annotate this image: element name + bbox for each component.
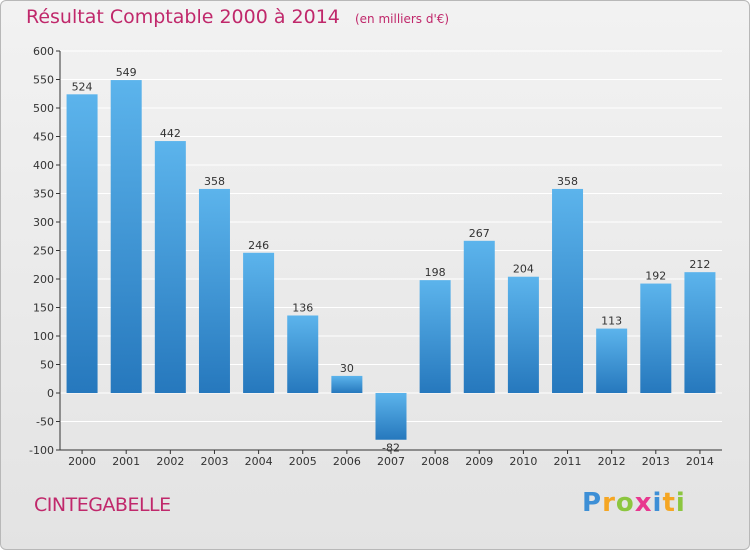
- y-tick-label: 100: [33, 330, 54, 343]
- bar: [596, 328, 628, 393]
- data-label: 204: [513, 263, 534, 276]
- y-tick-label: 500: [33, 102, 54, 115]
- x-tick-label: 2003: [200, 455, 228, 468]
- bar: [154, 141, 186, 393]
- logo-letter: x: [634, 488, 653, 518]
- y-tick-label: -50: [36, 416, 54, 429]
- bar: [198, 188, 230, 393]
- x-tick-label: 2014: [686, 455, 714, 468]
- data-label: 549: [116, 66, 137, 79]
- x-tick-label: 2009: [465, 455, 493, 468]
- commune-name: CINTEGABELLE: [34, 494, 171, 516]
- data-label: 113: [601, 315, 622, 328]
- x-tick-label: 2012: [598, 455, 626, 468]
- x-tick-label: 2013: [642, 455, 670, 468]
- bar: [419, 280, 451, 393]
- bar: [287, 315, 319, 393]
- logo-letter: P: [582, 488, 603, 518]
- data-label: 136: [292, 301, 313, 314]
- bar: [684, 272, 716, 393]
- y-tick-label: 200: [33, 273, 54, 286]
- y-tick-label: 0: [47, 387, 54, 400]
- logo-letter: i: [675, 488, 686, 518]
- y-tick-label: 600: [33, 45, 54, 58]
- y-tick-label: 450: [33, 131, 54, 144]
- bar: [552, 188, 584, 393]
- x-tick-label: 2004: [245, 455, 273, 468]
- chart-unit-label: (en milliers d'€): [354, 12, 450, 26]
- x-tick-label: 2000: [68, 455, 96, 468]
- x-tick-label: 2006: [333, 455, 361, 468]
- data-label: 198: [425, 266, 446, 279]
- logo-letter: i: [652, 488, 663, 518]
- bar: [463, 240, 495, 393]
- x-tick-label: 2011: [554, 455, 582, 468]
- logo-letter: r: [602, 488, 616, 518]
- x-tick-label: 2007: [377, 455, 405, 468]
- data-label: 442: [160, 127, 181, 140]
- y-tick-label: 300: [33, 216, 54, 229]
- data-label: -82: [382, 442, 400, 455]
- bar: [640, 283, 672, 393]
- y-tick-label: 150: [33, 302, 54, 315]
- x-tick-label: 2008: [421, 455, 449, 468]
- data-label: 246: [248, 239, 269, 252]
- y-tick-label: 400: [33, 159, 54, 172]
- data-label: 524: [72, 80, 93, 93]
- y-tick-label: 50: [40, 359, 54, 372]
- data-label: 358: [204, 175, 225, 188]
- x-tick-label: 2010: [509, 455, 537, 468]
- proxiti-logo: Proxiti: [582, 488, 686, 518]
- y-tick-label: 550: [33, 74, 54, 87]
- x-tick-label: 2002: [156, 455, 184, 468]
- logo-letter: o: [615, 488, 635, 518]
- bar: [375, 393, 407, 440]
- logo-letter: t: [662, 488, 676, 518]
- bar: [243, 252, 275, 393]
- x-tick-label: 2005: [289, 455, 317, 468]
- chart-title: Résultat Comptable 2000 à 2014 (en milli…: [26, 6, 449, 28]
- data-label: 267: [469, 227, 490, 240]
- data-label: 30: [340, 362, 354, 375]
- bar: [110, 80, 142, 393]
- y-tick-label: -100: [29, 444, 54, 457]
- data-label: 192: [645, 270, 666, 283]
- data-label: 358: [557, 175, 578, 188]
- y-tick-label: 350: [33, 188, 54, 201]
- chart-title-text: Résultat Comptable 2000 à 2014: [26, 6, 340, 28]
- data-label: 212: [689, 258, 710, 271]
- bar: [331, 375, 363, 393]
- bar: [66, 94, 98, 393]
- x-tick-label: 2001: [112, 455, 140, 468]
- y-tick-label: 250: [33, 245, 54, 258]
- bar: [507, 276, 539, 393]
